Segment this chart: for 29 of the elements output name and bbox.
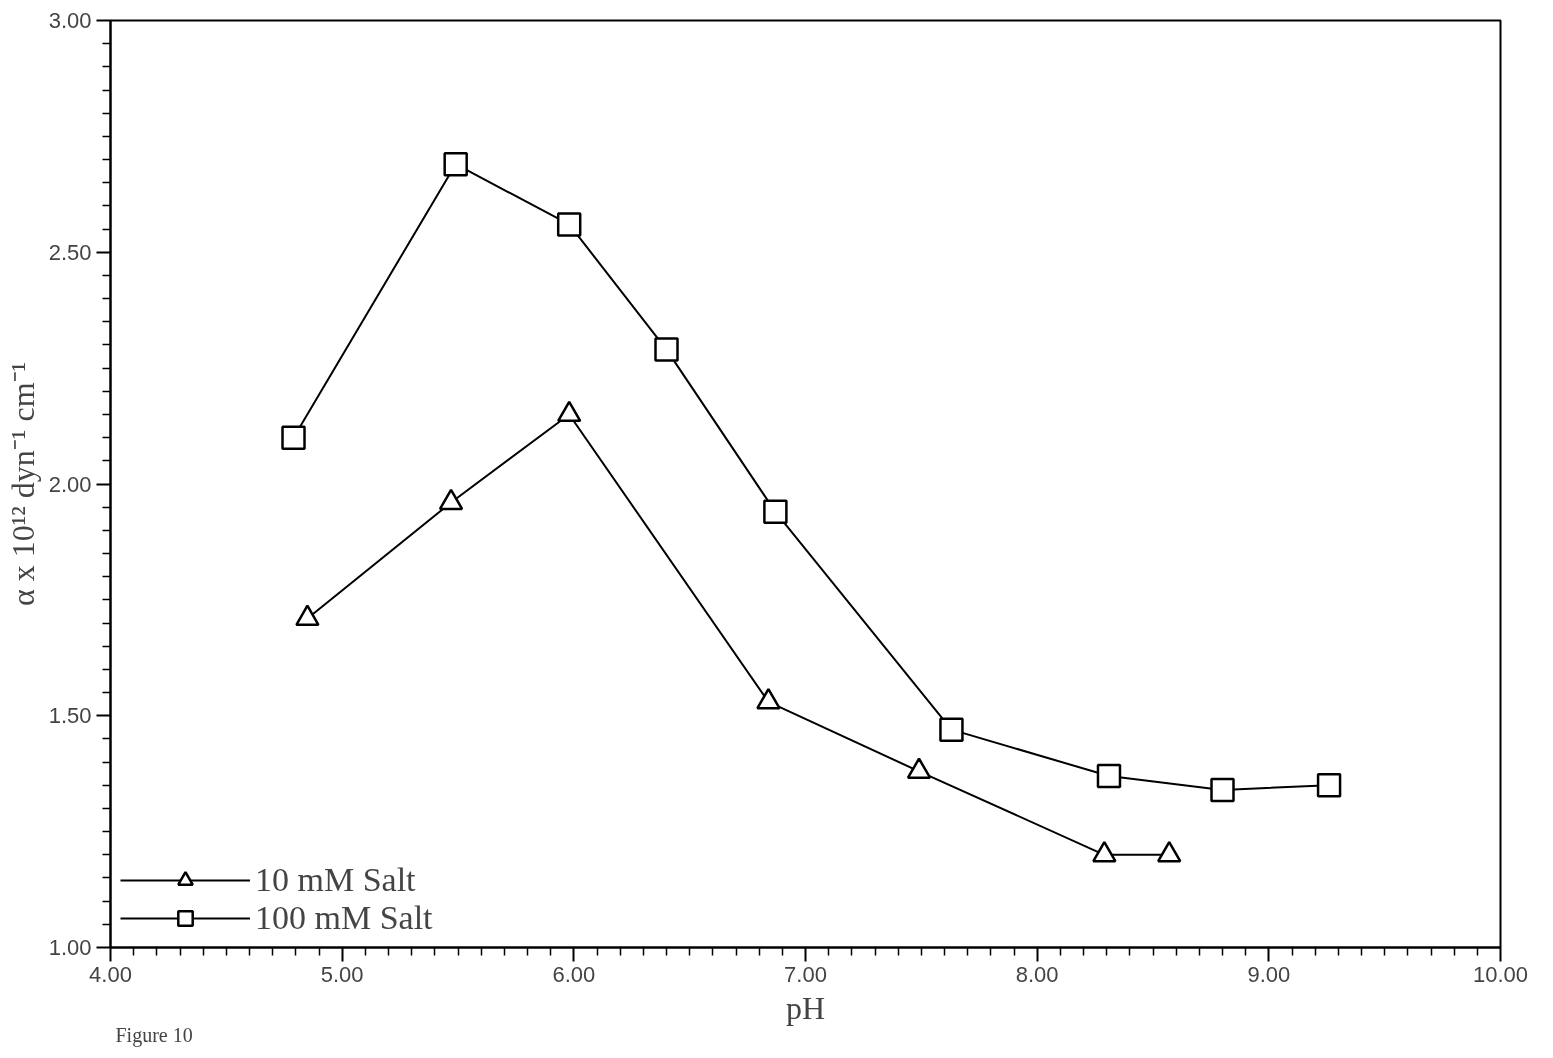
- y-tick-label: 2.00: [48, 471, 92, 497]
- x-tick-label: 7.00: [784, 961, 827, 987]
- legend-label: 10 mM Salt: [255, 861, 416, 899]
- point: [763, 499, 788, 525]
- point: [654, 337, 679, 362]
- point: [1092, 840, 1117, 863]
- y-axis-title: α x 10¹² dyn⁻¹ cm⁻¹: [4, 361, 41, 607]
- y-tick-label: 2.50: [48, 239, 92, 265]
- point: [1156, 840, 1182, 863]
- x-tick-label: 8.00: [1015, 961, 1059, 987]
- point: [281, 425, 306, 450]
- point: [443, 151, 468, 177]
- legend-label: 100 mM Salt: [255, 899, 433, 937]
- point: [295, 604, 320, 627]
- point: [556, 212, 582, 237]
- x-tick-label: 4.00: [89, 961, 132, 987]
- y-tick-label: 1.50: [48, 703, 92, 729]
- caption: Figure 10: [115, 1023, 193, 1047]
- point: [556, 400, 582, 423]
- y-tick-label: 1.00: [48, 935, 92, 960]
- x-axis-title: pH: [785, 989, 826, 1026]
- point: [756, 687, 781, 710]
- point: [438, 488, 464, 511]
- x-tick-label: 5.00: [320, 961, 364, 987]
- point: [906, 757, 932, 779]
- x-tick-label: 10.00: [1472, 961, 1529, 987]
- x-tick-label: 9.00: [1247, 961, 1291, 987]
- x-tick-label: 6.00: [552, 961, 596, 987]
- y-tick-label: 3.00: [48, 8, 92, 33]
